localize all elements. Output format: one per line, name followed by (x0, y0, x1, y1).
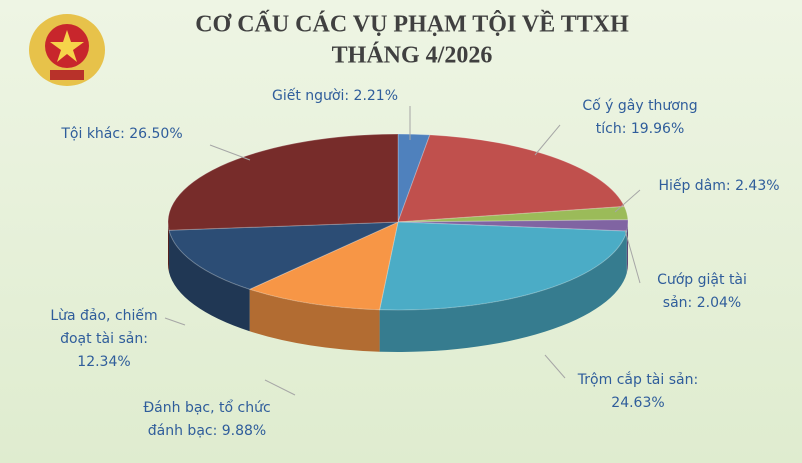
data-label: Đánh bạc, tổ chức (143, 399, 270, 416)
slice (167, 133, 399, 231)
data-label: đánh bạc: 9.88% (148, 423, 266, 439)
slice-side (169, 230, 250, 332)
leader-line (544, 354, 566, 379)
data-label: Cướp giật tài (657, 272, 747, 288)
data-label: 12.34% (77, 354, 130, 370)
slice (248, 221, 399, 311)
data-label: Hiếp dâm: 2.43% (658, 177, 779, 194)
leader-line (624, 229, 641, 284)
leader-line (209, 144, 251, 161)
leader-line (534, 124, 561, 156)
data-label: đoạt tài sản: (60, 331, 148, 347)
data-label: sản: 2.04% (663, 295, 741, 311)
data-label: Trộm cắp tài sản: (577, 371, 698, 388)
leader-line (264, 379, 296, 396)
data-label: tích: 19.96% (596, 121, 685, 137)
slice (397, 133, 431, 223)
slice (378, 221, 628, 311)
slice (397, 205, 629, 223)
slice-side (379, 231, 627, 352)
data-label: Giết người: 2.21% (272, 87, 398, 104)
slice (397, 134, 626, 223)
leader-line (164, 317, 186, 326)
slice-side (249, 289, 380, 352)
slice-side (168, 222, 170, 273)
chart-title: CƠ CẤU CÁC VỤ PHẠM TỘI VỀ TTXH (195, 11, 629, 38)
slice (397, 219, 629, 232)
data-label: 24.63% (611, 395, 664, 411)
data-label: Tội khác: 26.50% (60, 126, 182, 142)
data-label: Cố ý gây thương (582, 97, 697, 114)
chart-title: THÁNG 4/2026 (332, 43, 493, 69)
slice (168, 221, 399, 290)
data-label: Lừa đảo, chiếm (50, 307, 157, 324)
leader-line (614, 189, 641, 213)
slice-side (626, 222, 628, 274)
emblem (29, 14, 105, 86)
